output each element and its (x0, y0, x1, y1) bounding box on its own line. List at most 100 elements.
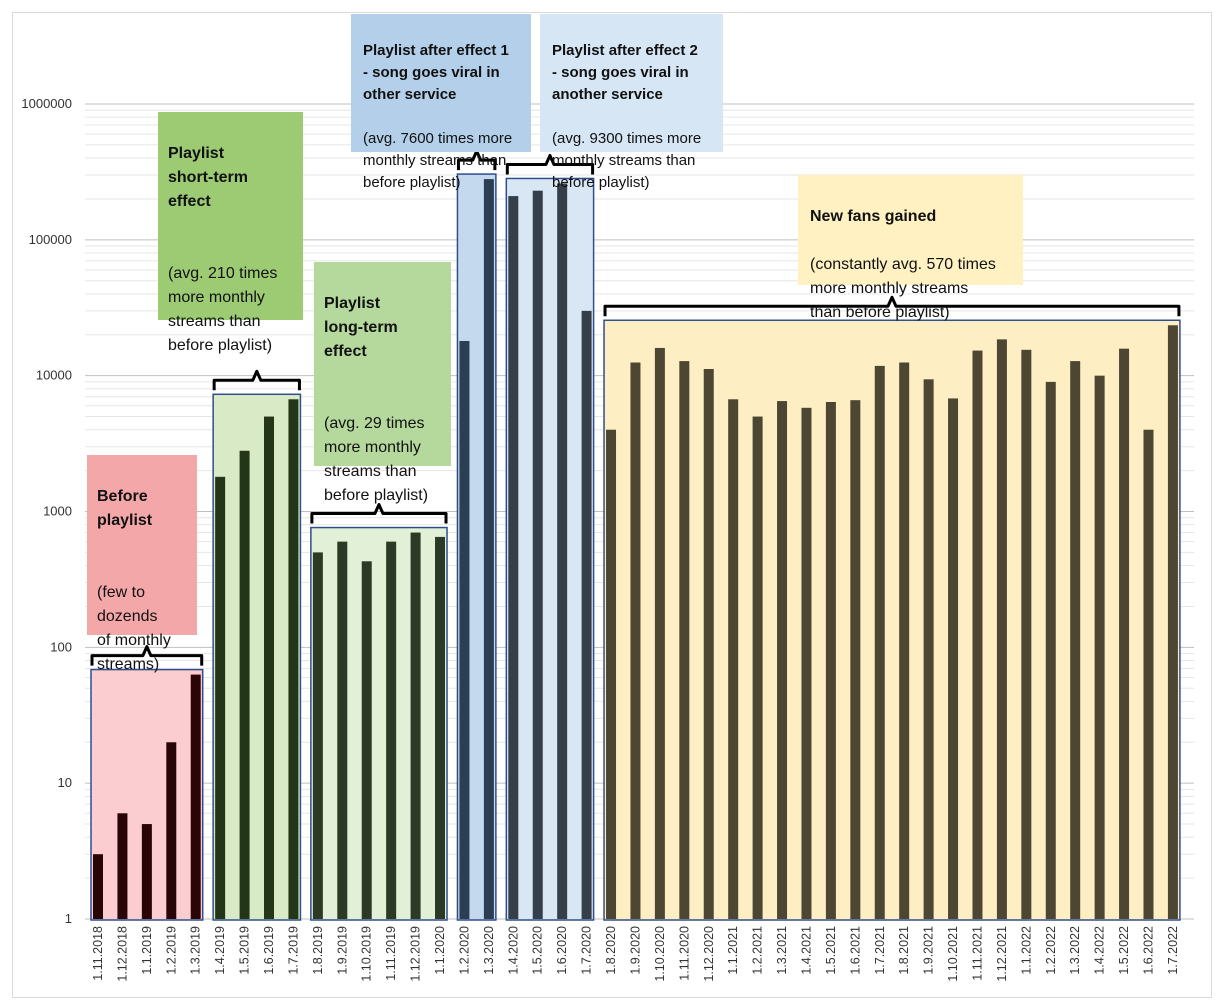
bar (557, 183, 568, 919)
bar (874, 365, 885, 919)
x-tick-label: 1.5.2020 (531, 926, 545, 975)
bar (508, 196, 519, 920)
bar (1021, 349, 1032, 920)
phase-bracket (505, 153, 595, 175)
bar (996, 339, 1007, 919)
bar (728, 399, 739, 919)
bar (899, 362, 910, 919)
phase-region (505, 177, 595, 921)
y-tick-label: 1000 (43, 504, 72, 519)
bar (801, 407, 812, 919)
x-tick-label: 1.7.2020 (580, 926, 594, 975)
y-tick-label: 10 (58, 775, 72, 790)
callout-after-effect-2: Playlist after effect 2 - song goes vira… (540, 14, 723, 191)
x-tick-label: 1.2.2019 (164, 926, 178, 975)
phase-region (603, 319, 1181, 921)
x-tick-label: 1.10.2019 (360, 926, 374, 982)
bar (117, 813, 128, 919)
x-tick-label: 1.9.2020 (628, 926, 642, 975)
x-tick-label: 1.11.2018 (91, 926, 105, 981)
bar (1143, 429, 1154, 919)
callout-text: (avg. 210 times more monthly streams tha… (168, 265, 278, 354)
phase-brackets (90, 149, 1181, 666)
x-tick-label: 1.12.2019 (409, 926, 423, 982)
x-tick-label: 1.8.2019 (311, 926, 325, 975)
x-tick-label: 1.3.2022 (1068, 926, 1082, 975)
bar (483, 179, 494, 919)
y-tick-label: 1000000 (21, 96, 72, 111)
bar (288, 399, 299, 919)
x-tick-label: 1.7.2022 (1166, 926, 1180, 975)
x-tick-label: 1.2.2021 (751, 926, 765, 975)
bar (141, 824, 152, 919)
bars (93, 179, 1178, 920)
x-tick-label: 1.2.2020 (457, 926, 471, 975)
x-tick-label: 1.3.2019 (189, 926, 203, 975)
y-tick-label: 1 (65, 911, 72, 926)
x-tick-label: 1.6.2020 (555, 926, 569, 975)
x-tick-label: 1.6.2019 (262, 926, 276, 975)
x-tick-label: 1.9.2019 (335, 926, 349, 975)
callout-text: (few to dozends of monthly streams) (97, 584, 171, 673)
bar (215, 476, 226, 919)
x-tick-label: 1.8.2020 (604, 926, 618, 975)
bar (777, 401, 788, 920)
bar (679, 361, 690, 919)
bar (337, 541, 348, 919)
callout-title: Playlist after effect 1 - song goes vira… (363, 42, 509, 103)
x-tick-label: 1.2.2022 (1044, 926, 1058, 975)
x-tick-label: 1.12.2021 (995, 926, 1009, 982)
chart-frame (12, 12, 1212, 998)
x-tick-label: 1.11.2020 (677, 926, 691, 981)
bar (948, 398, 959, 919)
bar (190, 674, 201, 919)
phase-region (310, 526, 448, 921)
bar (166, 742, 177, 919)
callout-title: Playlist after effect 2 - song goes vira… (552, 42, 698, 103)
x-tick-label: 1.5.2022 (1117, 926, 1131, 975)
bar (850, 400, 861, 920)
bar (386, 541, 397, 919)
callout-text: (avg. 7600 times more monthly streams th… (363, 130, 513, 191)
bar (972, 350, 983, 919)
x-tick-label: 1.3.2020 (482, 926, 496, 975)
callout-text: (constantly avg. 570 times more monthly … (810, 256, 996, 321)
bar (1045, 381, 1056, 919)
callout-title: New fans gained (810, 208, 937, 225)
x-tick-label: 1.1.2022 (1019, 926, 1033, 975)
callout-title: Before playlist (97, 488, 153, 529)
callout-text: (avg. 29 times more monthly streams than… (324, 415, 429, 504)
bar (923, 379, 934, 920)
x-tick-label: 1.10.2021 (946, 926, 960, 982)
bar (825, 401, 836, 919)
x-tick-label: 1.5.2019 (238, 926, 252, 975)
callout-title: Playlist short-term effect (168, 145, 249, 210)
callout-long-term-effect: Playlist long-term effect (avg. 29 times… (314, 262, 451, 504)
x-tick-label: 1.8.2021 (897, 926, 911, 975)
x-tick-label: 1.12.2018 (115, 926, 129, 982)
bar (581, 310, 592, 920)
y-tick-label: 10000 (36, 368, 72, 383)
x-tick-label: 1.4.2020 (506, 926, 520, 975)
bar (1167, 325, 1178, 919)
x-tick-label: 1.11.2019 (384, 926, 398, 981)
bar (752, 416, 763, 919)
x-tick-label: 1.3.2021 (775, 926, 789, 975)
x-tick-label: 1.10.2020 (653, 926, 667, 982)
bar (264, 416, 275, 919)
phase-bracket (310, 503, 448, 524)
bar (1070, 361, 1081, 919)
bar (435, 536, 446, 919)
bar (703, 368, 714, 920)
bar (606, 429, 617, 919)
callout-before-playlist: Before playlist (few to dozends of month… (87, 455, 197, 673)
x-tick-label: 1.7.2019 (286, 926, 300, 975)
x-tick-label: 1.6.2021 (848, 926, 862, 975)
bar (630, 362, 641, 919)
callout-new-fans-gained: New fans gained (constantly avg. 570 tim… (798, 175, 1023, 321)
callout-text: (avg. 9300 times more monthly streams th… (552, 130, 702, 191)
y-tick-label: 100 (50, 639, 72, 654)
bar (361, 561, 372, 919)
phase-bracket (603, 295, 1181, 317)
